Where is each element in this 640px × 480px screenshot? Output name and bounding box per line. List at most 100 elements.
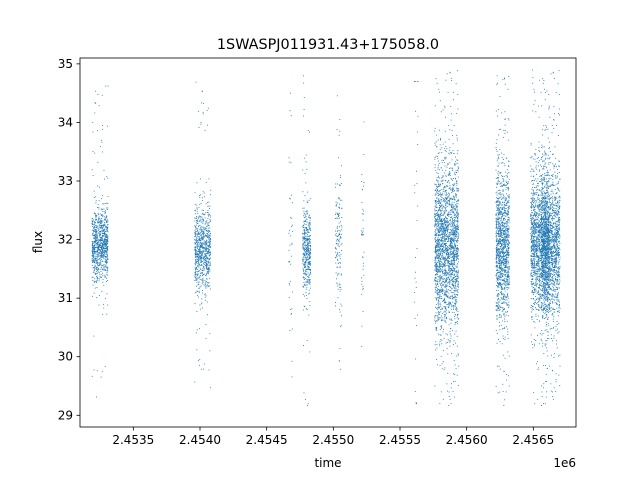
data-point (451, 263, 453, 265)
data-point (504, 222, 506, 224)
data-point (452, 391, 454, 393)
data-point (437, 230, 439, 232)
data-point (310, 269, 311, 271)
data-point (500, 204, 502, 206)
data-point (501, 320, 503, 322)
data-point (435, 248, 436, 250)
data-point (453, 231, 455, 233)
data-point (497, 248, 498, 250)
data-point (101, 208, 103, 210)
data-point (198, 216, 200, 218)
data-point (456, 255, 458, 257)
data-point (105, 245, 107, 247)
data-point (303, 228, 305, 230)
data-point (449, 186, 451, 188)
data-point (204, 279, 206, 281)
data-point (438, 258, 440, 260)
data-point (449, 129, 451, 131)
data-point (444, 222, 446, 224)
data-point (362, 268, 364, 270)
data-point (195, 239, 197, 241)
data-point (107, 238, 109, 239)
data-point (453, 286, 455, 288)
data-point (442, 231, 444, 233)
data-point (205, 225, 207, 227)
data-point (445, 295, 447, 297)
data-point (97, 233, 99, 235)
data-point (497, 109, 499, 111)
data-point (437, 164, 439, 166)
data-point (448, 171, 450, 173)
data-point (451, 319, 453, 321)
data-point (95, 229, 97, 231)
data-point (207, 252, 209, 254)
data-point (107, 304, 109, 306)
data-point (204, 196, 205, 198)
data-point (448, 266, 450, 268)
data-point (438, 241, 440, 243)
data-point (305, 275, 307, 277)
data-point (201, 209, 203, 211)
data-point (101, 291, 103, 293)
data-point (457, 232, 459, 234)
data-point (437, 319, 439, 321)
data-point (98, 222, 100, 224)
data-point (204, 259, 206, 261)
data-point (439, 328, 441, 330)
data-point (441, 233, 443, 235)
data-point (444, 230, 446, 232)
data-point (448, 236, 450, 238)
data-point (500, 256, 501, 257)
data-point (105, 215, 107, 217)
data-point (436, 255, 438, 257)
data-point (448, 173, 450, 175)
data-point (304, 194, 306, 196)
data-point (438, 186, 440, 188)
data-point (195, 233, 197, 235)
data-point (290, 235, 292, 237)
data-point (434, 226, 436, 228)
data-point (202, 253, 204, 255)
data-point (444, 243, 446, 244)
data-point (96, 234, 98, 236)
data-point (434, 213, 436, 215)
data-point (438, 249, 440, 251)
data-point (440, 221, 442, 222)
data-point (443, 236, 445, 237)
data-point (415, 402, 417, 403)
data-point (440, 325, 442, 327)
data-point (457, 190, 459, 192)
data-point (92, 151, 94, 152)
data-point (106, 244, 108, 245)
data-point (448, 182, 450, 184)
data-point (434, 130, 436, 132)
data-point (496, 201, 498, 203)
data-point (496, 251, 498, 253)
data-point (199, 252, 201, 254)
data-point (289, 284, 290, 286)
data-point (507, 240, 509, 242)
data-point (441, 308, 443, 310)
data-point (102, 244, 103, 246)
data-point (443, 214, 445, 216)
data-point (440, 234, 442, 235)
data-point (339, 255, 341, 257)
data-point (336, 239, 338, 241)
data-point (444, 270, 446, 271)
data-point (204, 248, 205, 250)
data-point (209, 214, 211, 216)
data-point (210, 220, 211, 222)
data-point (199, 243, 201, 245)
data-point (443, 266, 445, 268)
data-point (454, 294, 456, 295)
data-point (288, 161, 290, 163)
data-point (96, 227, 98, 229)
data-point (307, 234, 308, 236)
data-point (445, 244, 447, 246)
data-point (441, 194, 443, 196)
data-point (438, 297, 439, 299)
data-point (307, 238, 309, 240)
data-point (505, 199, 507, 201)
data-point (440, 223, 442, 225)
data-point (455, 288, 457, 290)
